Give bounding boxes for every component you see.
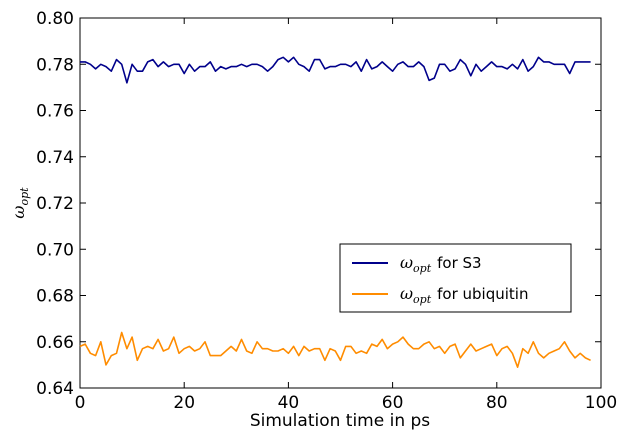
plot-area bbox=[79, 17, 602, 389]
y-axis-label: ωopt bbox=[9, 187, 31, 219]
y-axis-label-subscript: opt bbox=[18, 187, 31, 206]
series-line-s3 bbox=[80, 56, 591, 84]
y-axis-label-symbol: ω bbox=[9, 206, 28, 219]
legend-entry-s3: ωopt for S3 bbox=[400, 253, 482, 275]
legend-box bbox=[339, 243, 572, 313]
x-tick-label: 0 bbox=[75, 393, 86, 413]
y-tick-label: 0.70 bbox=[36, 240, 74, 260]
x-tick-label: 40 bbox=[278, 393, 300, 413]
svg-text:ωopt: ωopt bbox=[9, 187, 31, 219]
legend-subscript: opt bbox=[413, 293, 432, 306]
x-tick-label: 60 bbox=[382, 393, 404, 413]
x-tick-label: 80 bbox=[486, 393, 508, 413]
y-tick-label: 0.76 bbox=[36, 102, 74, 122]
legend-symbol: ω bbox=[400, 253, 413, 272]
series-line-ubiquitin bbox=[79, 331, 591, 369]
legend-text-s3: for S3 bbox=[437, 254, 481, 272]
y-tick-label: 0.74 bbox=[36, 148, 74, 168]
x-tick-label: 20 bbox=[173, 393, 195, 413]
y-tick-label: 0.72 bbox=[36, 194, 74, 214]
y-tick-label: 0.66 bbox=[36, 333, 74, 353]
axis-ticks: 0 20 40 60 80 100 0.64 0.66 0.68 0.70 0.72 0.74 0.76… bbox=[36, 9, 617, 413]
series-layer bbox=[79, 56, 591, 369]
x-axis-label: Simulation time in ps bbox=[250, 411, 430, 431]
y-tick-label: 0.80 bbox=[36, 9, 74, 29]
legend: ωopt for S3 ωopt for ubiquitin bbox=[339, 243, 572, 313]
x-tick-label: 100 bbox=[585, 393, 617, 413]
legend-entry-ubiquitin: ωopt for ubiquitin bbox=[400, 284, 528, 306]
legend-text-ubiquitin: for ubiquitin bbox=[437, 285, 528, 303]
legend-symbol: ω bbox=[400, 284, 413, 303]
legend-subscript: opt bbox=[413, 262, 432, 275]
y-tick-label: 0.78 bbox=[36, 55, 74, 75]
y-tick-label: 0.68 bbox=[36, 287, 74, 307]
y-tick-label: 0.64 bbox=[36, 379, 74, 399]
